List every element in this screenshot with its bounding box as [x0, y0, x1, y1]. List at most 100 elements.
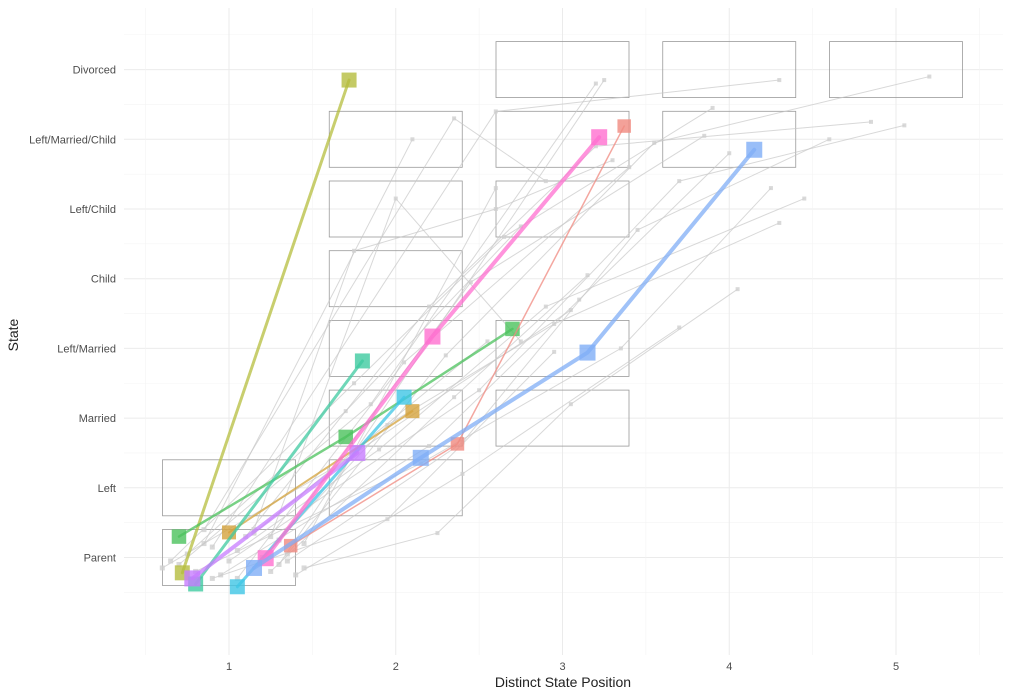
background-point — [610, 158, 615, 163]
background-point — [159, 565, 165, 571]
series-point — [405, 404, 420, 419]
background-point — [627, 165, 632, 170]
background-point — [209, 575, 215, 581]
background-point — [702, 133, 707, 138]
x-tick-label: 2 — [393, 661, 399, 673]
series-line — [180, 78, 351, 575]
background-point — [268, 534, 274, 540]
state-box — [328, 459, 463, 517]
background-point — [427, 443, 432, 448]
background-point — [652, 140, 657, 145]
background-line — [286, 76, 930, 555]
background-point — [352, 381, 357, 386]
series-point — [246, 559, 263, 576]
background-point — [802, 196, 807, 201]
series-point — [338, 429, 353, 445]
series-line — [194, 359, 364, 586]
background-point — [677, 179, 682, 184]
background-point — [868, 119, 873, 124]
background-line — [195, 187, 772, 572]
y-tick-label: Married — [79, 413, 116, 425]
x-tick-label: 5 — [893, 661, 899, 673]
x-axis-title: Distinct State Position — [495, 674, 631, 690]
background-point — [777, 78, 782, 83]
state-box — [829, 41, 963, 98]
state-box — [662, 41, 797, 98]
background-point — [218, 572, 224, 578]
state-box — [495, 110, 630, 168]
background-point — [735, 287, 740, 292]
series-line — [252, 147, 757, 570]
background-point — [452, 395, 457, 400]
x-tick-label: 1 — [226, 661, 232, 673]
background-point — [209, 544, 215, 550]
background-point — [293, 572, 299, 578]
background-line — [220, 152, 730, 576]
background-point — [226, 558, 232, 564]
background-point — [593, 81, 598, 86]
background-point — [393, 196, 398, 201]
background-trajectories — [159, 74, 932, 581]
background-point — [477, 388, 482, 393]
background-point — [502, 234, 507, 239]
background-point — [768, 186, 773, 191]
series-line — [289, 125, 625, 547]
state-box — [495, 41, 630, 98]
background-point — [493, 109, 498, 114]
y-tick-label: Left/Married/Child — [29, 134, 116, 146]
series-point — [450, 437, 465, 451]
series-point — [396, 389, 412, 405]
background-point — [635, 227, 640, 232]
y-axis-tick-labels: Parent Left Married Left/Married Child Left/C… — [29, 65, 116, 565]
background-point — [493, 186, 498, 191]
background-point — [493, 207, 498, 211]
x-axis-tick-labels: 1 2 3 4 5 — [226, 661, 899, 673]
background-point — [593, 144, 598, 149]
series-point — [171, 529, 187, 544]
state-box — [328, 180, 463, 238]
series-point — [579, 344, 596, 361]
background-point — [176, 561, 182, 567]
series-point — [349, 444, 366, 461]
background-point — [234, 548, 240, 554]
background-point — [543, 304, 548, 309]
background-point — [602, 78, 607, 83]
background-point — [585, 273, 590, 278]
x-tick-label: 3 — [559, 661, 565, 673]
background-point — [577, 297, 582, 302]
background-point — [284, 551, 290, 557]
background-point — [276, 561, 282, 567]
background-point — [468, 280, 473, 285]
y-axis-title: State — [5, 318, 21, 351]
background-point — [927, 74, 932, 79]
series-point — [184, 570, 201, 587]
background-point — [710, 105, 715, 110]
background-point — [402, 360, 407, 365]
state-box — [495, 389, 630, 447]
background-point — [234, 575, 240, 581]
series-point — [746, 141, 763, 158]
background-point — [827, 137, 832, 142]
series-line — [228, 410, 414, 534]
background-point — [301, 541, 307, 547]
background-point — [518, 339, 523, 344]
y-tick-label: Left/Married — [57, 343, 116, 355]
background-point — [435, 531, 440, 536]
state-box — [328, 319, 463, 377]
background-point — [677, 325, 682, 330]
background-point — [284, 558, 290, 564]
series-point — [412, 449, 429, 466]
background-point — [377, 447, 382, 452]
background-point — [618, 346, 623, 351]
background-line — [170, 107, 713, 562]
background-line — [203, 139, 413, 544]
background-point — [368, 402, 373, 407]
background-point — [568, 402, 573, 407]
background-point — [410, 137, 415, 142]
background-line — [203, 117, 547, 530]
grid — [124, 8, 1003, 655]
background-point — [777, 220, 782, 225]
series-point — [591, 129, 608, 146]
background-line — [287, 138, 830, 562]
y-tick-label: Divorced — [73, 65, 116, 77]
